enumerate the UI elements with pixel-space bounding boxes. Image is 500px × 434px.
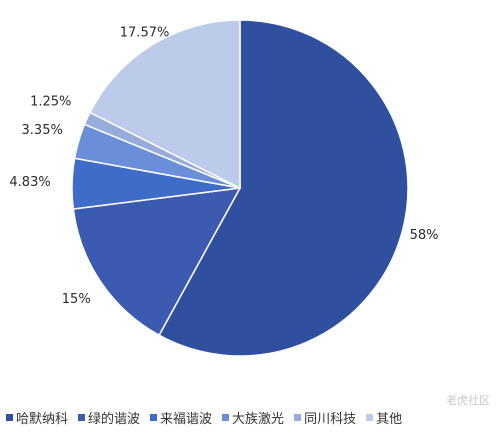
legend: 哈默纳科 绿的谐波 来福谐波 大族激光 同川科技 其他 xyxy=(6,408,496,427)
legend-label: 哈默纳科 xyxy=(16,412,69,427)
data-label-5: 17.57% xyxy=(120,26,170,41)
data-label-0: 58% xyxy=(410,228,439,243)
legend-swatch xyxy=(78,414,86,421)
pie-slice-0 xyxy=(158,19,409,357)
pie-slice-5 xyxy=(88,19,241,190)
data-label-1: 15% xyxy=(62,292,91,307)
legend-label: 同川科技 xyxy=(304,412,357,427)
legend-item-2: 来福谐波 xyxy=(150,408,212,427)
legend-swatch xyxy=(222,414,230,421)
legend-item-3: 大族激光 xyxy=(222,408,284,427)
data-label-2: 4.83% xyxy=(9,175,50,190)
legend-label: 来福谐波 xyxy=(160,412,213,427)
legend-label: 绿的谐波 xyxy=(88,412,141,427)
watermark: 老虎社区 xyxy=(446,394,490,407)
legend-item-1: 绿的谐波 xyxy=(78,408,140,427)
legend-swatch xyxy=(150,414,158,421)
data-label-4: 1.25% xyxy=(30,94,71,109)
legend-label: 其他 xyxy=(376,412,403,427)
legend-item-4: 同川科技 xyxy=(294,408,356,427)
legend-swatch xyxy=(366,414,374,421)
data-label-3: 3.35% xyxy=(22,123,63,138)
legend-item-0: 哈默纳科 xyxy=(6,408,68,427)
pie-slice-1 xyxy=(72,187,242,337)
legend-swatch xyxy=(6,414,13,421)
legend-label: 大族激光 xyxy=(232,412,285,427)
legend-item-5: 其他 xyxy=(366,408,402,427)
legend-swatch xyxy=(294,414,302,421)
